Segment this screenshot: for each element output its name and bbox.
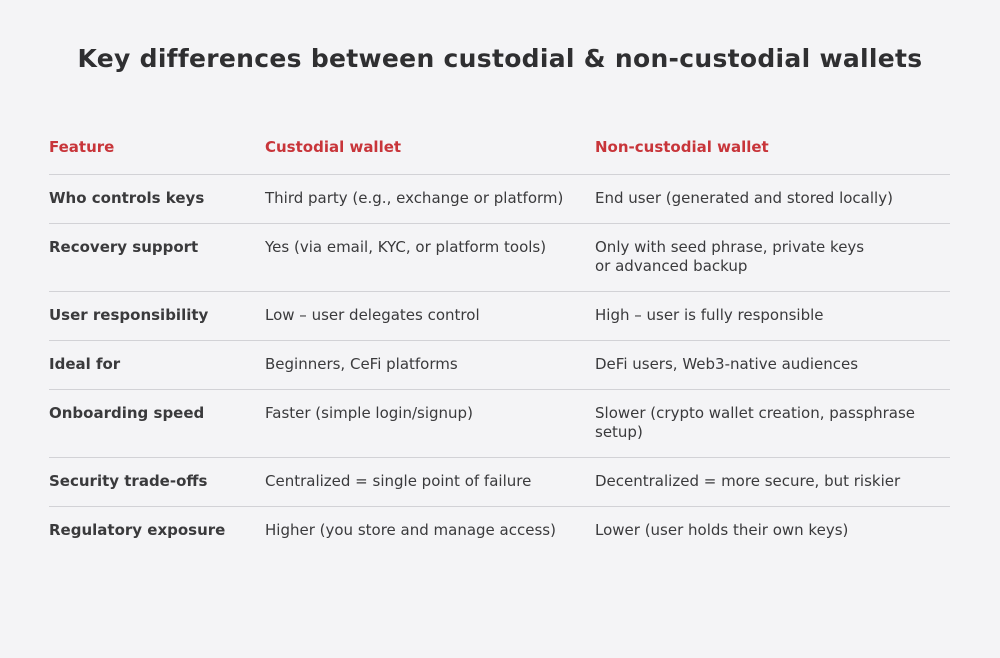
table-row: . Ideal for Beginners, CeFi platforms De… bbox=[49, 341, 950, 390]
table-row: . Who controls keys Third party (e.g., e… bbox=[49, 175, 950, 224]
comparison-table: . Feature Custodial wallet Non-custodial… bbox=[49, 137, 950, 555]
feature-cell: Regulatory exposure bbox=[49, 521, 226, 539]
custodial-cell: Low – user delegates control bbox=[265, 306, 480, 324]
column-header-feature: Feature bbox=[49, 138, 115, 156]
custodial-cell: Yes (via email, KYC, or platform tools) bbox=[265, 238, 547, 256]
feature-cell: User responsibility bbox=[49, 306, 209, 324]
table-row: . . Recovery support Yes (via email, KYC… bbox=[49, 224, 950, 292]
page-title: Key differences between custodial & non-… bbox=[77, 44, 923, 73]
column-header-non-custodial: Non-custodial wallet bbox=[595, 138, 769, 156]
feature-cell: Recovery support bbox=[49, 238, 199, 256]
table-header-row: . Feature Custodial wallet Non-custodial… bbox=[49, 137, 950, 175]
table-row: . Security trade-offs Centralized = sing… bbox=[49, 458, 950, 507]
feature-cell: Who controls keys bbox=[49, 189, 205, 207]
column-header-custodial: Custodial wallet bbox=[265, 138, 402, 156]
non-custodial-cell: Decentralized = more secure, but riskier bbox=[595, 472, 901, 490]
custodial-cell: Centralized = single point of failure bbox=[265, 472, 532, 490]
table-row: . Regulatory exposure Higher (you store … bbox=[49, 507, 950, 555]
non-custodial-cell: DeFi users, Web3-native audiences bbox=[595, 355, 859, 373]
non-custodial-cell: Only with seed phrase, private keys or a… bbox=[595, 238, 865, 275]
custodial-cell: Faster (simple login/signup) bbox=[265, 404, 473, 422]
feature-cell: Security trade-offs bbox=[49, 472, 208, 490]
feature-cell: Onboarding speed bbox=[49, 404, 205, 422]
custodial-cell: Beginners, CeFi platforms bbox=[265, 355, 458, 373]
feature-cell: Ideal for bbox=[49, 355, 121, 373]
non-custodial-cell: End user (generated and stored locally) bbox=[595, 189, 893, 207]
non-custodial-cell: Slower (crypto wallet creation, passphra… bbox=[595, 404, 916, 441]
non-custodial-cell: Lower (user holds their own keys) bbox=[595, 521, 849, 539]
table-row: . User responsibility Low – user delegat… bbox=[49, 292, 950, 341]
table-row: . . Onboarding speed Faster (simple logi… bbox=[49, 390, 950, 458]
non-custodial-cell: High – user is fully responsible bbox=[595, 306, 824, 324]
custodial-cell: Third party (e.g., exchange or platform) bbox=[265, 189, 564, 207]
custodial-cell: Higher (you store and manage access) bbox=[265, 521, 556, 539]
